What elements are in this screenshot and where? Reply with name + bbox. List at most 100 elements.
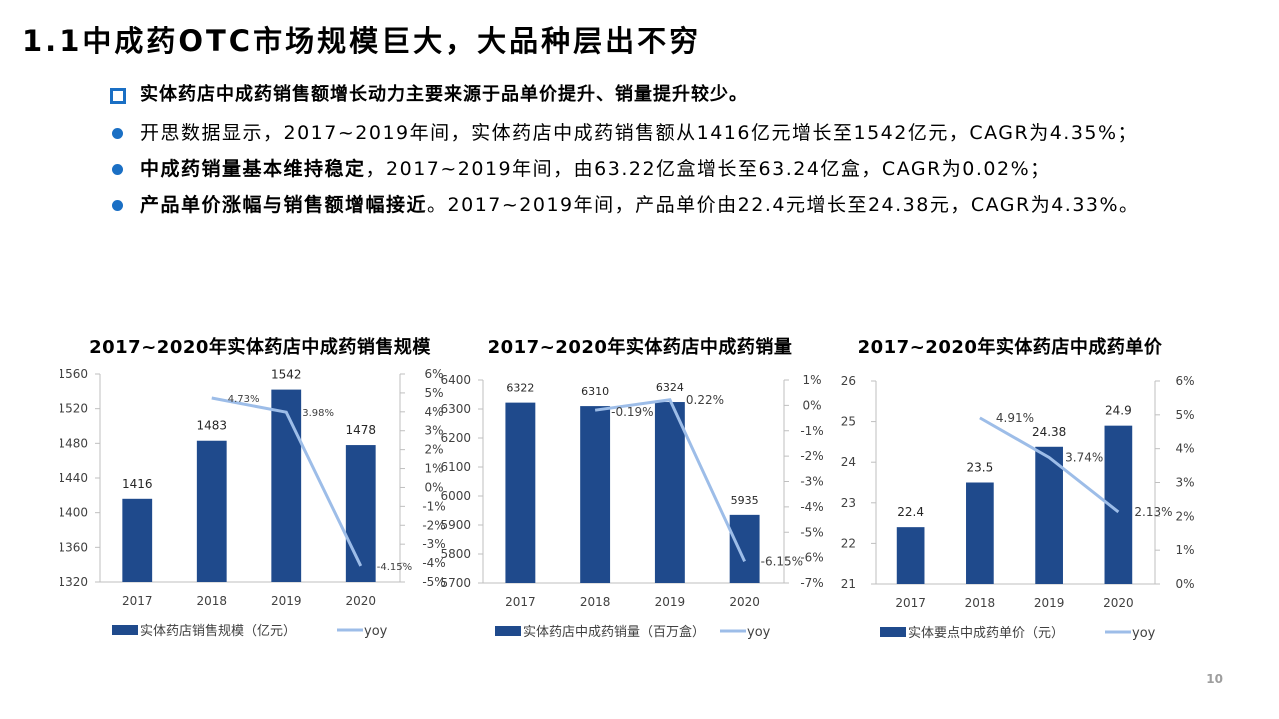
left-tick-label: 26 bbox=[841, 374, 856, 388]
right-tick-label: 2% bbox=[424, 443, 443, 457]
yoy-line bbox=[594, 398, 746, 563]
legend-bar-swatch bbox=[112, 625, 138, 635]
right-tick-label: 1% bbox=[424, 462, 443, 476]
bullet-text: ，2017~2019年间，由63.22亿盒增长至63.24亿盒，CAGR为0.0… bbox=[365, 158, 1051, 180]
yoy-value-label: 4.73% bbox=[228, 394, 260, 405]
yoy-line bbox=[211, 396, 363, 567]
yoy-value-label: -6.15% bbox=[761, 554, 803, 568]
dot-bullet-icon bbox=[112, 128, 123, 139]
legend-line-label: yoy bbox=[747, 625, 771, 640]
bullet-strong-text: 中成药销量基本维持稳定 bbox=[140, 158, 366, 180]
bar-value-label: 24.38 bbox=[1032, 425, 1066, 439]
bar-value-label: 1416 bbox=[122, 477, 153, 491]
sales-volume-chart: 6400 6300 6200 6100 6000 5900 5800 5700 1% 0% -1% -… bbox=[440, 333, 840, 653]
right-tick-label: 5% bbox=[1175, 408, 1194, 422]
left-tick-label: 1360 bbox=[60, 540, 88, 554]
bullet-text: 。2017~2019年间，产品单价由22.4元增长至24.38元，CAGR为4.… bbox=[427, 194, 1140, 216]
right-tick-label: -4% bbox=[422, 556, 445, 570]
left-tick-label: 6200 bbox=[440, 431, 471, 445]
bar-value-label: 22.4 bbox=[897, 505, 924, 519]
right-tick-label: 0% bbox=[802, 398, 821, 412]
bullet-strong-text: 产品单价涨幅与销售额增幅接近 bbox=[140, 194, 428, 216]
bullet-text: 开思数据显示，2017~2019年间，实体药店中成药销售额从1416亿元增长至1… bbox=[140, 122, 1139, 144]
left-tick-label: 25 bbox=[841, 415, 856, 429]
yoy-value-label: 4.91% bbox=[996, 411, 1034, 425]
legend-bar-label: 实体药店中成药销量（百万盒） bbox=[523, 624, 705, 640]
bar bbox=[505, 402, 536, 583]
bar bbox=[345, 445, 376, 582]
x-tick-label: 2018 bbox=[580, 595, 611, 609]
right-tick-label: 1% bbox=[1175, 543, 1194, 557]
dot-bullet-icon bbox=[112, 200, 123, 211]
left-tick-label: 6400 bbox=[440, 373, 471, 387]
bullet-list: 实体药店中成药销售额增长动力主要来源于品单价提升、销量提升较少。 开思数据显示，… bbox=[110, 80, 1170, 227]
left-tick-label: 24 bbox=[841, 455, 856, 469]
left-tick-label: 1480 bbox=[60, 436, 88, 450]
right-tick-label: 6% bbox=[424, 367, 443, 381]
dot-bullet-icon bbox=[112, 164, 123, 175]
right-tick-label: -2% bbox=[800, 449, 823, 463]
left-tick-label: 22 bbox=[841, 536, 856, 550]
bar bbox=[580, 406, 611, 583]
left-tick-label: 1400 bbox=[60, 506, 88, 520]
right-tick-label: 1% bbox=[802, 373, 821, 387]
left-tick-label: 6000 bbox=[440, 489, 471, 503]
x-tick-label: 2017 bbox=[505, 595, 536, 609]
legend-bar-swatch bbox=[495, 626, 521, 636]
right-tick-label: -3% bbox=[422, 537, 445, 551]
right-tick-label: -6% bbox=[800, 551, 823, 565]
yoy-line bbox=[979, 416, 1120, 514]
bar-value-label: 6322 bbox=[506, 382, 534, 395]
yoy-value-label: 2.13% bbox=[1134, 505, 1172, 519]
x-tick-label: 2020 bbox=[345, 594, 376, 608]
x-tick-label: 2020 bbox=[729, 595, 760, 609]
x-tick-label: 2019 bbox=[1034, 596, 1065, 610]
legend-bar-label: 实体要点中成药单价（元） bbox=[908, 626, 1064, 641]
bar bbox=[966, 482, 994, 584]
right-tick-label: -1% bbox=[422, 499, 445, 513]
right-tick-label: 0% bbox=[1175, 577, 1194, 591]
left-tick-label: 21 bbox=[841, 577, 856, 591]
legend-line-label: yoy bbox=[1132, 626, 1156, 641]
legend-line-label: yoy bbox=[364, 624, 388, 639]
bar bbox=[654, 402, 685, 583]
right-tick-label: -4% bbox=[800, 500, 823, 514]
chart-canvas: 1560 1520 1480 1440 1400 1360 1320 6% 5% 4% 3% 2% 1%… bbox=[60, 367, 446, 639]
right-tick-label: 4% bbox=[424, 405, 443, 419]
sales-scale-chart: 1560 1520 1480 1440 1400 1360 1320 6% 5% 4% 3% 2% 1%… bbox=[60, 333, 460, 653]
page-number: 10 bbox=[1206, 672, 1223, 686]
bullet-item: 产品单价涨幅与销售额增幅接近。2017~2019年间，产品单价由22.4元增长至… bbox=[110, 191, 1170, 220]
chart-canvas: 26 25 24 23 22 21 6% 5% 4% 3% 2% 1% 0% 22.4 2017 23.5 20… bbox=[841, 374, 1195, 641]
right-tick-label: 4% bbox=[1175, 442, 1194, 456]
right-tick-label: 6% bbox=[1175, 374, 1194, 388]
bar bbox=[896, 527, 925, 584]
bar-value-label: 6324 bbox=[656, 381, 684, 394]
bullet-item: 中成药销量基本维持稳定，2017~2019年间，由63.22亿盒增长至63.24… bbox=[110, 155, 1170, 184]
x-tick-label: 2017 bbox=[122, 594, 153, 608]
bar-value-label: 1483 bbox=[196, 419, 227, 433]
right-tick-label: 5% bbox=[424, 386, 443, 400]
bar bbox=[271, 389, 302, 582]
x-tick-label: 2019 bbox=[271, 594, 302, 608]
yoy-value-label: 0.22% bbox=[686, 393, 724, 407]
x-tick-label: 2017 bbox=[895, 596, 926, 610]
right-tick-label: -5% bbox=[422, 575, 445, 589]
left-tick-label: 1520 bbox=[60, 402, 88, 416]
left-tick-label: 23 bbox=[841, 496, 856, 510]
right-tick-label: 3% bbox=[424, 424, 443, 438]
right-tick-label: -7% bbox=[800, 576, 823, 590]
yoy-value-label: 3.74% bbox=[1065, 450, 1103, 464]
x-tick-label: 2018 bbox=[965, 596, 996, 610]
bar-value-label: 1542 bbox=[271, 368, 302, 382]
legend-bar-label: 实体药店销售规模（亿元） bbox=[140, 623, 296, 639]
right-tick-label: -2% bbox=[422, 518, 445, 532]
unit-price-chart: 26 25 24 23 22 21 6% 5% 4% 3% 2% 1% 0% 22.4 2017 23.5 20… bbox=[810, 333, 1210, 653]
square-bullet-icon bbox=[110, 88, 126, 104]
slide-title: 1.1中成药OTC市场规模巨大，大品种层出不穷 bbox=[22, 24, 702, 58]
bar bbox=[1035, 446, 1063, 584]
right-tick-label: 3% bbox=[1175, 476, 1194, 490]
bar-value-label: 23.5 bbox=[967, 461, 994, 475]
yoy-value-label: -4.15% bbox=[377, 562, 412, 573]
x-tick-label: 2019 bbox=[655, 595, 686, 609]
chart-title: 2017~2020年实体药店中成药销量 bbox=[487, 337, 793, 358]
